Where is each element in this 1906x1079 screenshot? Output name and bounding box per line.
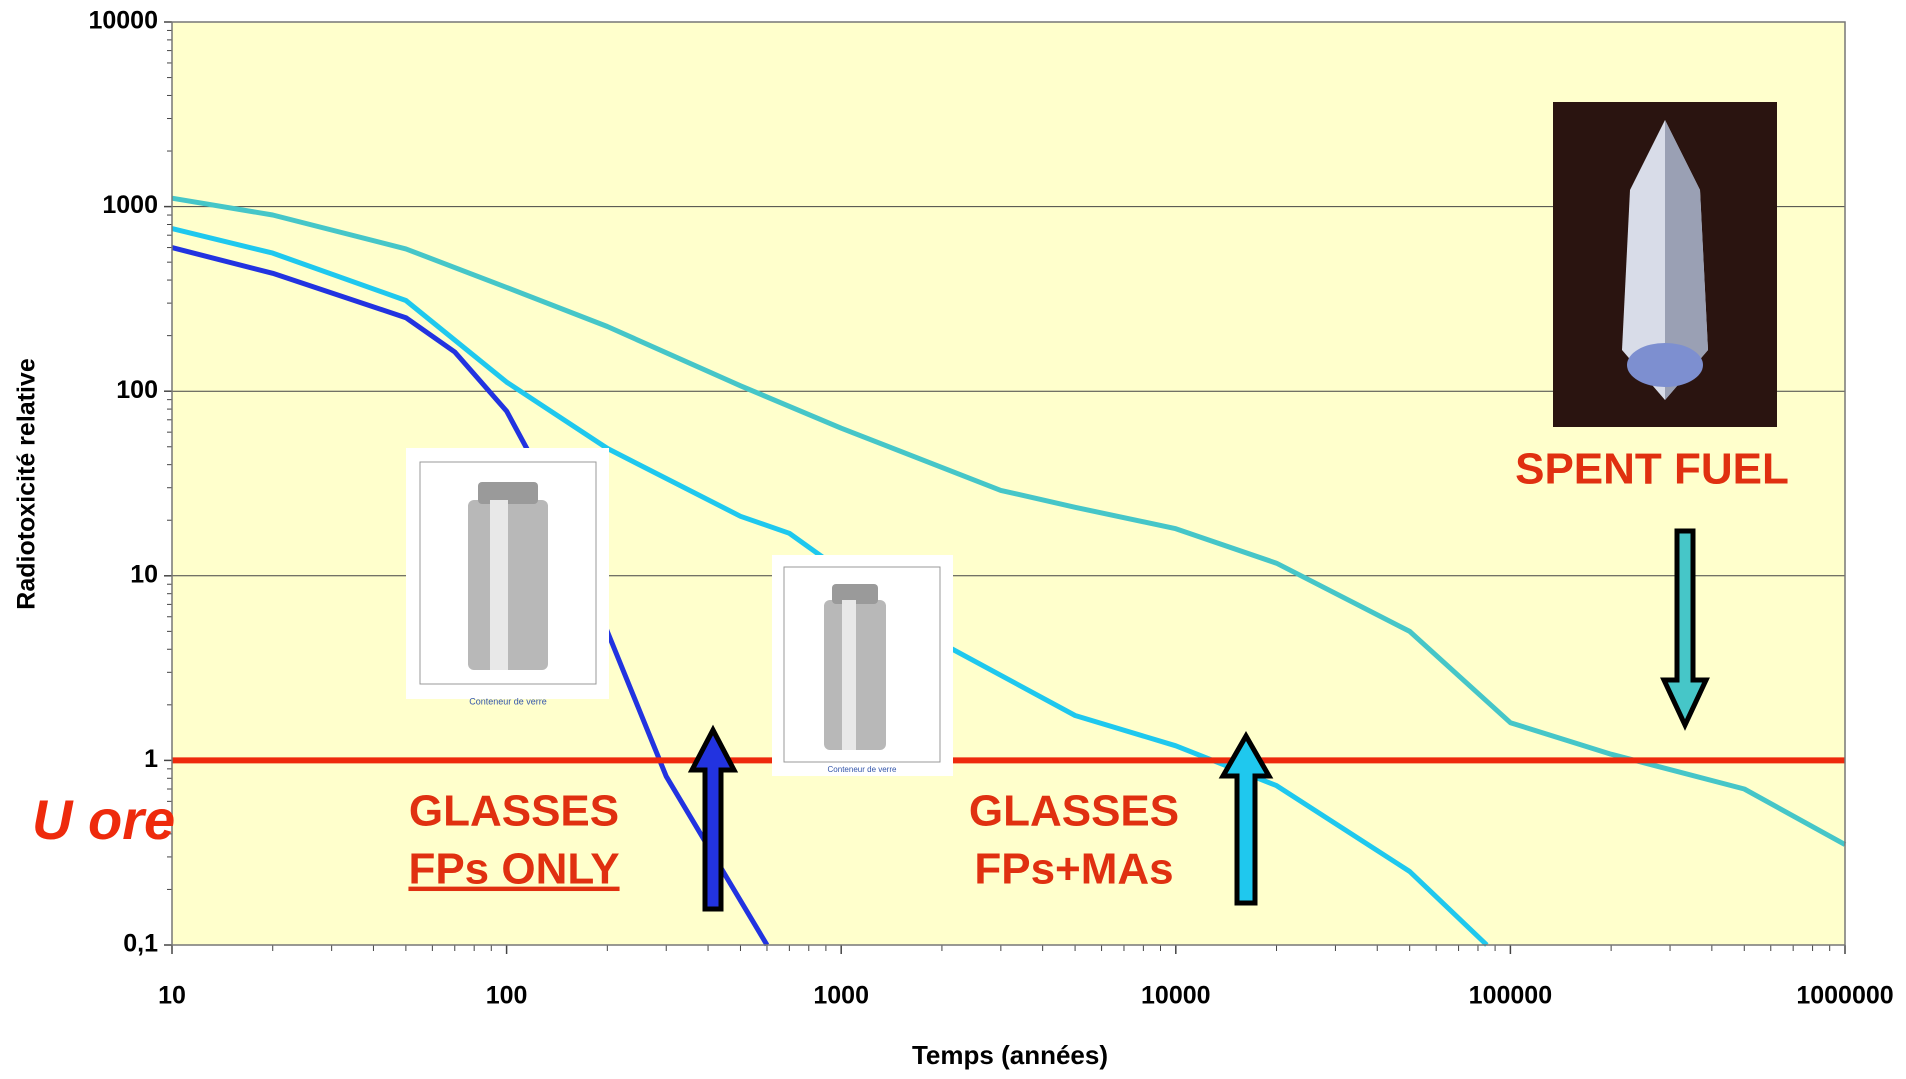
y-tick-label: 10000 [88,7,158,35]
chart: Temps (années) Radiotoxicité relative Co… [0,0,1906,1079]
image-caption: Conteneur de verre [469,696,547,706]
y-tick-label: 1 [144,745,158,773]
annotation: FPs+MAs [974,845,1173,894]
annotation: FPs ONLY [408,845,619,894]
x-tick-label: 10 [158,982,186,1010]
annotation: GLASSES [409,787,619,836]
annotation: SPENT FUEL [1515,445,1789,494]
x-axis-label: Temps (années) [912,1040,1108,1070]
series-label: U ore [32,788,175,851]
y-axis-label: Radiotoxicité relative [13,358,41,610]
y-tick-label: 1000 [102,191,158,219]
annotation: GLASSES [969,787,1179,836]
x-tick-label: 10000 [1141,982,1211,1010]
x-tick-label: 1000000 [1796,982,1893,1010]
canister-image: Conteneur de verre [772,555,953,776]
canister-image: Conteneur de verre [406,448,609,706]
fuel-assembly-image [1553,102,1777,427]
image-caption: Conteneur de verre [828,765,897,774]
x-tick-label: 100000 [1469,982,1552,1010]
y-tick-label: 0,1 [123,930,158,958]
y-tick-label: 100 [116,376,158,404]
y-tick-label: 10 [130,560,158,588]
x-tick-label: 1000 [813,982,869,1010]
x-tick-label: 100 [486,982,528,1010]
